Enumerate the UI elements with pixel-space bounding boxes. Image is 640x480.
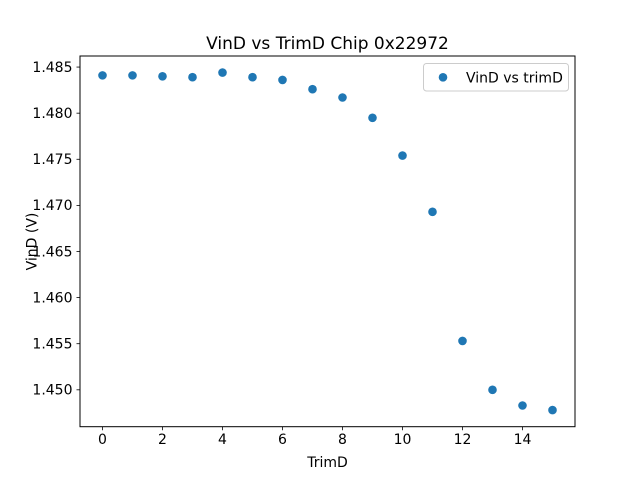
data-point [518, 401, 527, 410]
legend-frame [423, 63, 569, 92]
data-point [338, 93, 347, 102]
data-point [428, 207, 437, 217]
data-point [548, 405, 557, 415]
data-point [398, 151, 407, 160]
scatter-points [98, 68, 557, 415]
x-tick-label: 12 [454, 432, 472, 448]
x-tick-label: 4 [218, 432, 227, 448]
x-tick-label: 14 [514, 432, 532, 448]
y-tick-label: 1.465 [32, 244, 72, 260]
y-tick-label: 1.470 [32, 198, 72, 214]
data-point [458, 336, 467, 346]
y-tick-label: 1.480 [32, 106, 72, 122]
legend-marker-icon [438, 73, 448, 82]
data-point [278, 75, 287, 85]
data-point [158, 71, 167, 81]
x-tick-label: 6 [278, 432, 287, 448]
data-point [188, 72, 197, 82]
y-tick-label: 1.475 [32, 152, 72, 168]
data-point [218, 68, 227, 77]
x-tick-label: 0 [98, 432, 107, 448]
chart-title: VinD vs TrimD Chip 0x22972 [206, 34, 449, 54]
x-tick-label: 2 [158, 432, 167, 448]
data-point [98, 71, 107, 80]
data-point [308, 84, 317, 94]
y-tick-label: 1.460 [32, 290, 72, 306]
y-tick-label: 1.450 [32, 383, 72, 399]
y-tick-label: 1.485 [32, 60, 72, 76]
x-axis-ticks: 0 2 4 6 8 10 12 14 [98, 426, 532, 448]
data-point [128, 71, 137, 80]
y-axis-ticks: 1.450 1.455 1.460 1.465 1.470 1.475 1.480 1.485 [32, 60, 80, 399]
x-tick-label: 10 [394, 432, 412, 448]
x-axis-label: TrimD [306, 455, 348, 471]
legend: VinD vs trimD [423, 63, 569, 92]
data-point [488, 385, 497, 395]
data-point [368, 113, 377, 123]
data-point [248, 72, 257, 82]
y-tick-label: 1.455 [32, 337, 72, 353]
legend-label: VinD vs trimD [466, 70, 563, 86]
x-tick-label: 8 [338, 432, 347, 448]
y-axis-label: VinD (V) [25, 213, 41, 271]
axes-spines [79, 55, 576, 428]
